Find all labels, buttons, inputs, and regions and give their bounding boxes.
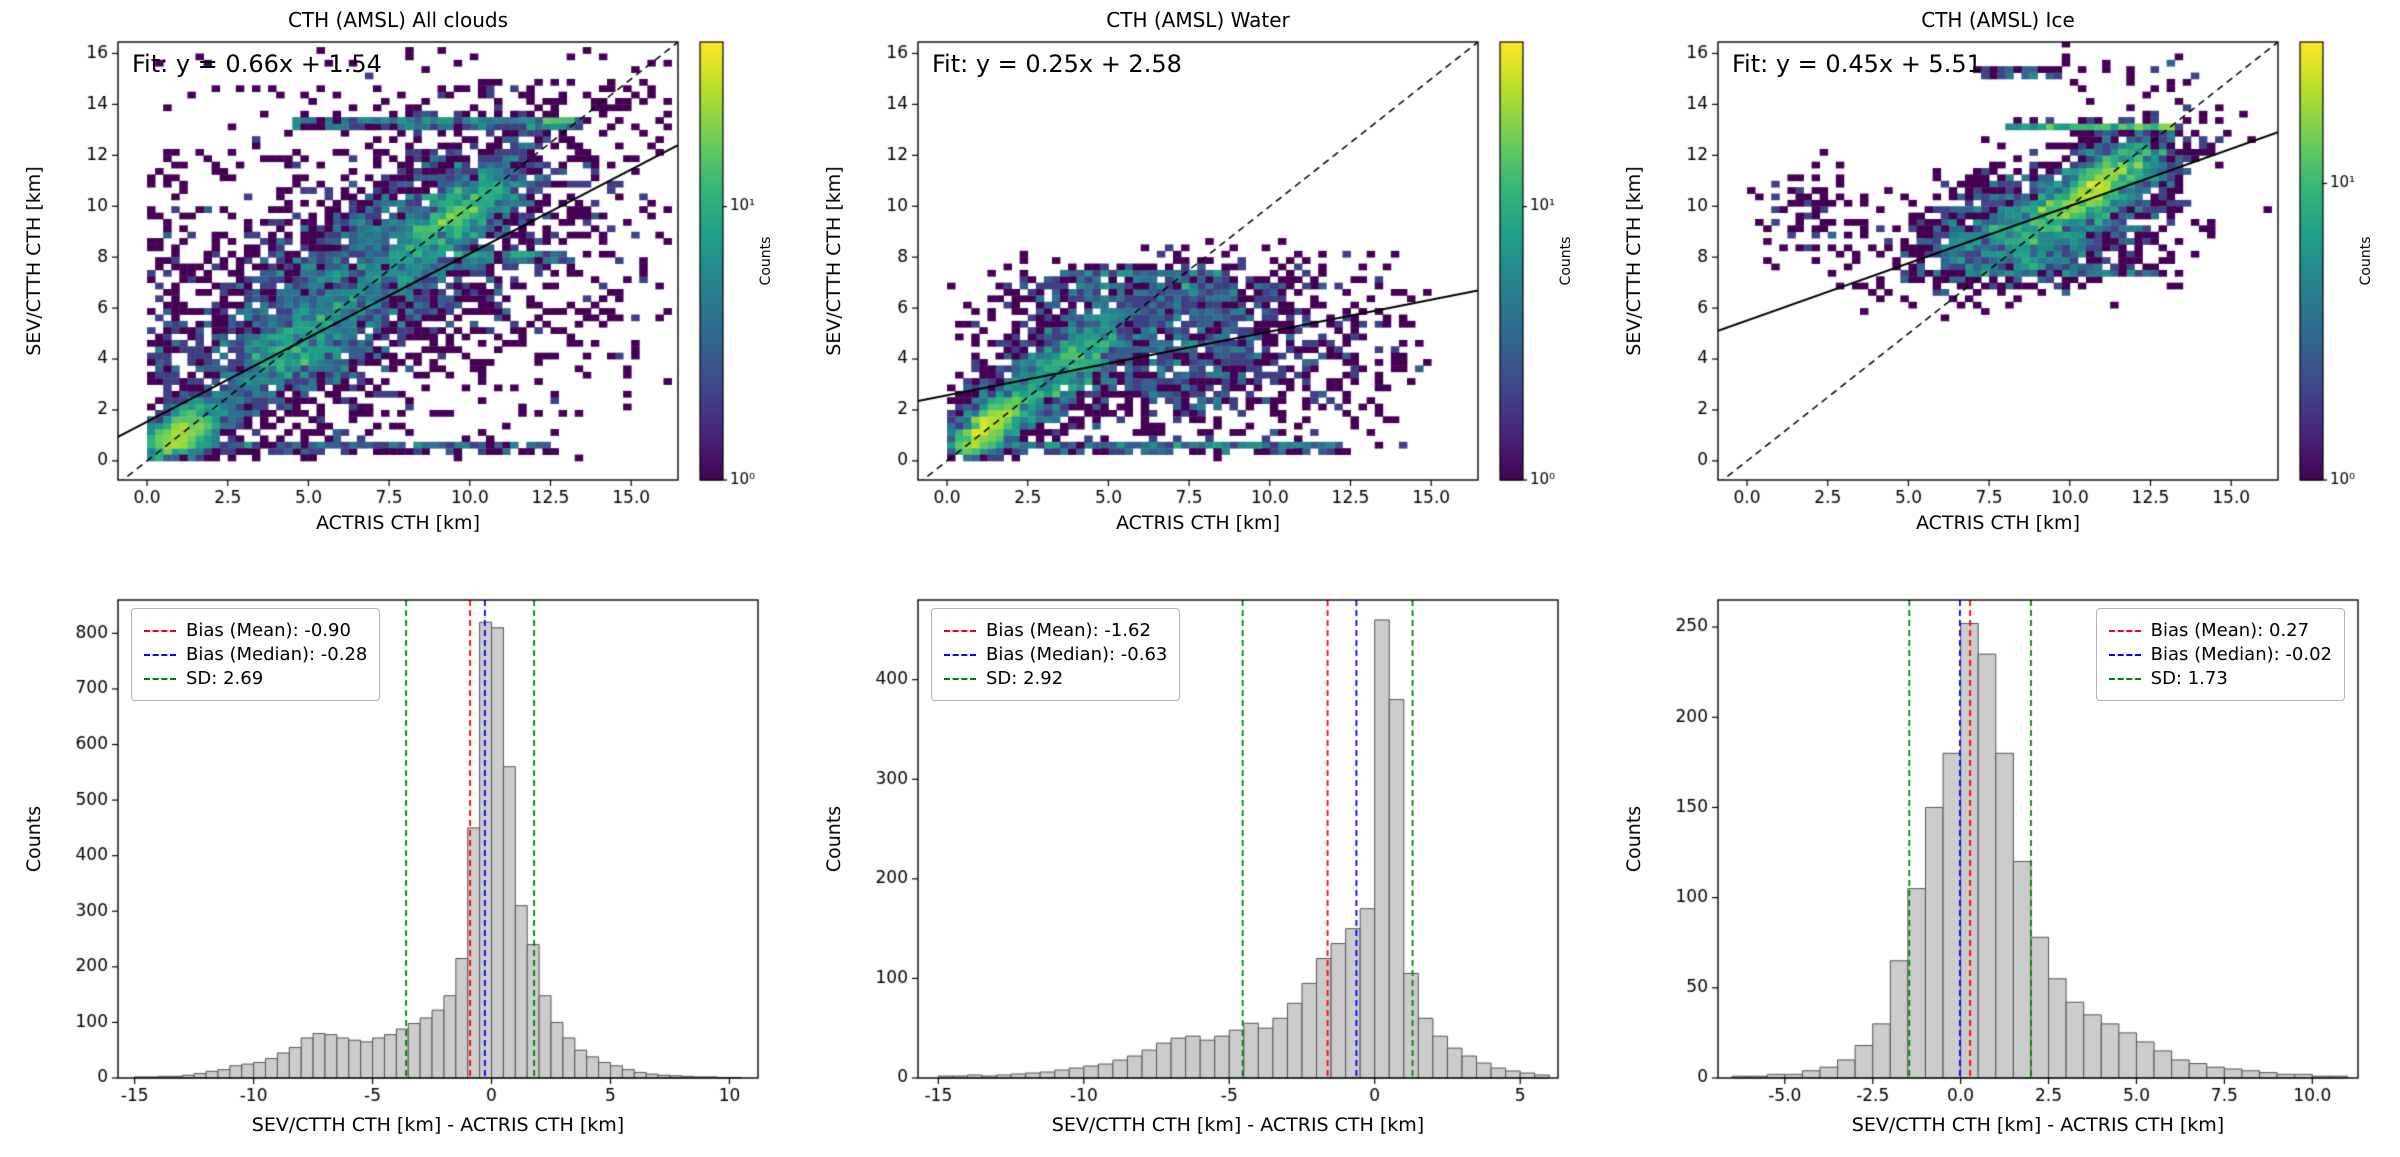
subplot-hist-all-clouds: SEV/CTTH CTH [km] - ACTRIS CTH [km] Coun… bbox=[0, 578, 800, 1157]
histogram-canvas-water bbox=[800, 578, 1600, 1157]
fit-annotation: Fit: y = 0.45x + 5.51 bbox=[1732, 50, 1982, 78]
legend-label-mean: Bias (Mean): -1.62 bbox=[986, 620, 1151, 641]
heatmap-canvas-all-clouds bbox=[0, 0, 800, 578]
y-axis-label: SEV/CTTH CTH [km] bbox=[1623, 166, 1645, 356]
legend-entry-sd: SD: 2.69 bbox=[144, 668, 367, 689]
mean-line-swatch bbox=[944, 629, 976, 632]
legend-label-median: Bias (Median): -0.02 bbox=[2150, 644, 2332, 665]
sd-line-swatch bbox=[144, 677, 176, 680]
legend-entry-median: Bias (Median): -0.28 bbox=[144, 644, 367, 665]
legend-label-mean: Bias (Mean): 0.27 bbox=[2150, 620, 2310, 641]
median-line-swatch bbox=[144, 653, 176, 656]
x-axis-label: ACTRIS CTH [km] bbox=[316, 512, 480, 534]
y-axis-label: SEV/CTTH CTH [km] bbox=[823, 166, 845, 356]
plot-title: CTH (AMSL) Ice bbox=[1921, 8, 2075, 32]
legend-label-mean: Bias (Mean): -0.90 bbox=[186, 620, 351, 641]
sd-line-swatch bbox=[944, 677, 976, 680]
legend-label-sd: SD: 2.92 bbox=[986, 668, 1064, 689]
subplot-cth-water: CTH (AMSL) Water Fit: y = 0.25x + 2.58 A… bbox=[800, 0, 1600, 579]
legend-entry-sd: SD: 2.92 bbox=[944, 668, 1167, 689]
y-axis-label: Counts bbox=[23, 805, 45, 873]
legend-label-sd: SD: 2.69 bbox=[186, 668, 264, 689]
heatmap-canvas-water bbox=[800, 0, 1600, 578]
x-axis-label: SEV/CTTH CTH [km] - ACTRIS CTH [km] bbox=[251, 1114, 625, 1136]
median-line-swatch bbox=[944, 653, 976, 656]
legend: Bias (Mean): -0.90 Bias (Median): -0.28 … bbox=[131, 608, 381, 701]
legend-label-median: Bias (Median): -0.28 bbox=[186, 644, 368, 665]
legend-label-sd: SD: 1.73 bbox=[2150, 668, 2228, 689]
colorbar-label: Counts bbox=[2358, 236, 2374, 286]
legend-entry-sd: SD: 1.73 bbox=[2108, 668, 2332, 689]
legend-entry-mean: Bias (Mean): -1.62 bbox=[944, 620, 1167, 641]
colorbar-label: Counts bbox=[1558, 236, 1574, 286]
sd-line-swatch bbox=[2108, 677, 2141, 680]
y-axis-label: Counts bbox=[1623, 805, 1645, 873]
y-axis-label: SEV/CTTH CTH [km] bbox=[23, 166, 45, 356]
heatmap-canvas-ice bbox=[1600, 0, 2400, 578]
legend: Bias (Mean): 0.27 Bias (Median): -0.02 S… bbox=[2095, 608, 2345, 701]
legend: Bias (Mean): -1.62 Bias (Median): -0.63 … bbox=[931, 608, 1181, 701]
fit-annotation: Fit: y = 0.25x + 2.58 bbox=[932, 50, 1182, 78]
median-line-swatch bbox=[2108, 653, 2141, 656]
x-axis-label: SEV/CTTH CTH [km] - ACTRIS CTH [km] bbox=[1051, 1114, 1425, 1136]
histogram-canvas-all-clouds bbox=[0, 578, 800, 1157]
legend-entry-mean: Bias (Mean): 0.27 bbox=[2108, 620, 2332, 641]
colorbar-label: Counts bbox=[758, 236, 774, 286]
legend-entry-median: Bias (Median): -0.02 bbox=[2108, 644, 2332, 665]
plot-title: CTH (AMSL) Water bbox=[1106, 8, 1290, 32]
fit-annotation: Fit: y = 0.66x + 1.54 bbox=[132, 50, 382, 78]
subplot-hist-water: SEV/CTTH CTH [km] - ACTRIS CTH [km] Coun… bbox=[800, 578, 1600, 1157]
legend-entry-mean: Bias (Mean): -0.90 bbox=[144, 620, 367, 641]
x-axis-label: SEV/CTTH CTH [km] - ACTRIS CTH [km] bbox=[1851, 1114, 2225, 1136]
legend-entry-median: Bias (Median): -0.63 bbox=[944, 644, 1167, 665]
x-axis-label: ACTRIS CTH [km] bbox=[1916, 512, 2080, 534]
y-axis-label: Counts bbox=[823, 805, 845, 873]
legend-label-median: Bias (Median): -0.63 bbox=[986, 644, 1168, 665]
mean-line-swatch bbox=[2108, 629, 2141, 632]
x-axis-label: ACTRIS CTH [km] bbox=[1116, 512, 1280, 534]
plot-title: CTH (AMSL) All clouds bbox=[287, 8, 509, 32]
subplot-hist-ice: SEV/CTTH CTH [km] - ACTRIS CTH [km] Coun… bbox=[1600, 578, 2400, 1157]
subplot-cth-all-clouds: CTH (AMSL) All clouds Fit: y = 0.66x + 1… bbox=[0, 0, 800, 579]
subplot-cth-ice: CTH (AMSL) Ice Fit: y = 0.45x + 5.51 ACT… bbox=[1600, 0, 2400, 579]
mean-line-swatch bbox=[144, 629, 176, 632]
